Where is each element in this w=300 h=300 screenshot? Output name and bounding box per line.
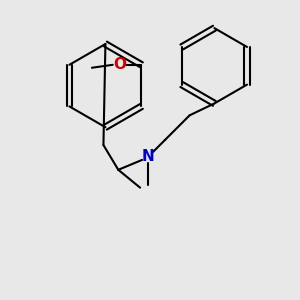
Text: N: N [142,149,154,164]
Text: O: O [113,57,126,72]
